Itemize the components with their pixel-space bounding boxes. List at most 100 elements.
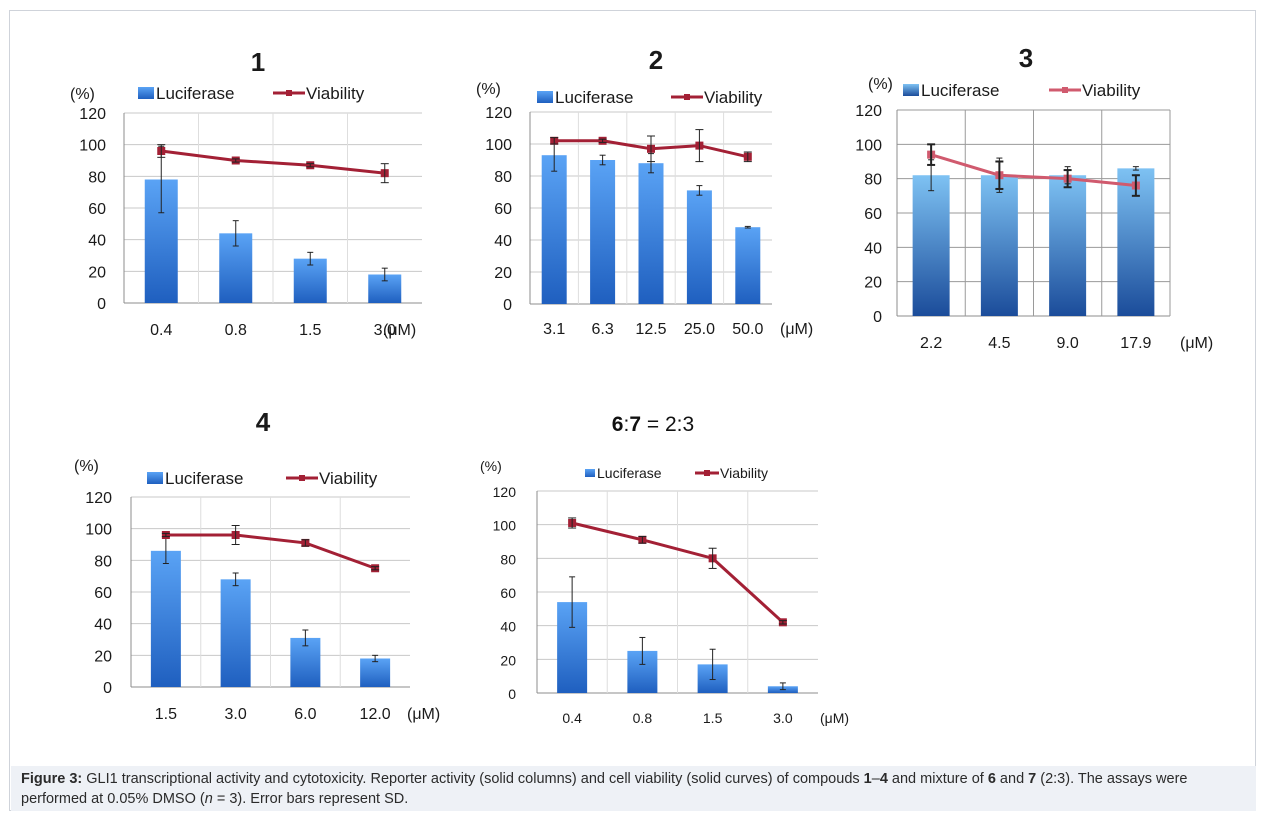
chart-4-bar bbox=[220, 579, 251, 687]
chart-3-y-tick-label: 80 bbox=[864, 172, 882, 189]
chart-4-y-tick-label: 100 bbox=[85, 522, 112, 539]
chart-3-y-tick-label: 120 bbox=[855, 103, 882, 120]
chart-1-legend-line-marker bbox=[286, 90, 292, 96]
chart-3-legend-bar-label: Luciferase bbox=[921, 81, 999, 100]
figure-panel: 1 (%) Luciferase Viability 0 20 40 60 80 100 120 0.… bbox=[9, 10, 1256, 811]
chart-4-y-tick-label: 20 bbox=[94, 648, 112, 665]
chart-5-y-tick-label: 0 bbox=[508, 686, 516, 702]
caption-dash: – bbox=[871, 771, 880, 787]
chart-5-y-tick-label: 40 bbox=[500, 619, 516, 635]
chart-1-legend-bar-swatch bbox=[138, 87, 154, 99]
chart-1-viability-line bbox=[161, 149, 385, 175]
chart-5-x-tick-label: 3.0 bbox=[773, 710, 793, 726]
chart-3-bar bbox=[1049, 175, 1087, 316]
chart-2-y-unit: (%) bbox=[476, 81, 501, 98]
chart-5-legend-line-marker bbox=[704, 470, 710, 476]
chart-2-x-tick-label: 25.0 bbox=[684, 321, 715, 338]
chart-4-x-tick-label: 1.5 bbox=[155, 706, 177, 723]
chart-2-legend-bar-label: Luciferase bbox=[555, 88, 633, 107]
chart-5-y-tick-label: 100 bbox=[493, 518, 517, 534]
chart-4-y-tick-label: 60 bbox=[94, 585, 112, 602]
chart-2-bar bbox=[638, 163, 664, 304]
chart-5-y-tick-label: 20 bbox=[500, 652, 516, 668]
chart-3-bar bbox=[912, 175, 950, 316]
chart-4-legend-line-marker bbox=[299, 475, 305, 481]
caption-compound-4: 4 bbox=[879, 771, 888, 787]
caption-text-1: GLI1 transcriptional activity and cytoto… bbox=[82, 771, 864, 787]
chart-1-x-tick-label: 0.4 bbox=[150, 322, 172, 339]
caption-compound-1: 1 bbox=[863, 771, 872, 787]
chart-2-bar bbox=[590, 160, 616, 304]
chart-5-x-tick-label: 0.4 bbox=[562, 710, 582, 726]
chart-2-title: 2 bbox=[649, 45, 663, 75]
chart-5-x-unit: (μM) bbox=[820, 710, 849, 726]
chart-2-bar bbox=[735, 227, 761, 304]
chart-4-legend-line-label: Viability bbox=[319, 469, 378, 488]
chart-3-y-tick-label: 40 bbox=[864, 240, 882, 257]
chart-3-legend-bar-swatch bbox=[903, 84, 919, 96]
chart-3-x-tick-label: 2.2 bbox=[920, 335, 942, 352]
chart-2-x-tick-label: 6.3 bbox=[591, 321, 613, 338]
chart-2-legend-line-marker bbox=[684, 94, 690, 100]
chart-5-viability-line bbox=[571, 521, 784, 624]
chart-1-x-tick-label: 3.0 bbox=[374, 322, 396, 339]
chart-4-bar bbox=[150, 550, 181, 687]
chart-4-bar bbox=[360, 658, 391, 687]
chart-1-x-tick-label: 1.5 bbox=[299, 322, 321, 339]
chart-1-x-tick-label: 0.8 bbox=[225, 322, 247, 339]
chart-1-y-tick-label: 40 bbox=[88, 233, 106, 250]
chart-1-y-tick-label: 60 bbox=[88, 201, 106, 218]
chart-1-y-tick-label: 80 bbox=[88, 169, 106, 186]
chart-1-legend-bar-label: Luciferase bbox=[156, 84, 234, 103]
chart-2-bar bbox=[686, 190, 712, 304]
chart-1-bar bbox=[293, 258, 327, 303]
chart-3-y-tick-label: 20 bbox=[864, 275, 882, 292]
chart-5-title: 6:7 = 2:3 bbox=[612, 413, 694, 436]
chart-2-legend-bar-swatch bbox=[537, 91, 553, 103]
chart-2-x-unit: (μM) bbox=[780, 321, 813, 338]
chart-5-y-unit: (%) bbox=[480, 458, 502, 474]
chart-2-x-tick-label: 3.1 bbox=[543, 321, 565, 338]
chart-4-viability-line bbox=[165, 533, 376, 570]
chart-5-legend-bar-swatch bbox=[585, 469, 595, 477]
chart-3-y-tick-label: 60 bbox=[864, 206, 882, 223]
chart-4-y-tick-label: 0 bbox=[103, 680, 112, 697]
chart-1-y-tick-label: 120 bbox=[79, 106, 106, 123]
chart-3-y-unit: (%) bbox=[868, 76, 893, 93]
caption-text-2: and mixture of bbox=[887, 771, 988, 787]
chart-3-y-tick-label: 100 bbox=[855, 137, 882, 154]
chart-5-legend-bar-label: Luciferase bbox=[597, 465, 662, 481]
chart-1-legend-line-label: Viability bbox=[306, 84, 365, 103]
chart-4-y-tick-label: 80 bbox=[94, 553, 112, 570]
chart-3-legend-line-label: Viability bbox=[1082, 81, 1141, 100]
chart-5-y-tick-label: 120 bbox=[493, 484, 517, 500]
chart-4-x-tick-label: 12.0 bbox=[360, 706, 391, 723]
chart-1-y-tick-label: 0 bbox=[97, 296, 106, 313]
chart-4-legend-bar-label: Luciferase bbox=[165, 469, 243, 488]
figure-caption: Figure 3: GLI1 transcriptional activity … bbox=[11, 766, 1256, 811]
chart-1-y-unit: (%) bbox=[70, 86, 95, 103]
chart-1-y-tick-label: 100 bbox=[79, 138, 106, 155]
chart-4-x-tick-label: 6.0 bbox=[294, 706, 316, 723]
chart-2-y-tick-label: 60 bbox=[494, 201, 512, 218]
chart-5-y-tick-label: 60 bbox=[500, 585, 516, 601]
chart-1-x-unit: (μM) bbox=[383, 322, 416, 339]
chart-2-y-tick-label: 80 bbox=[494, 169, 512, 186]
chart-1-title: 1 bbox=[251, 47, 265, 77]
chart-3-x-tick-label: 9.0 bbox=[1057, 335, 1079, 352]
chart-3-x-tick-label: 17.9 bbox=[1120, 335, 1151, 352]
caption-compound-6: 6 bbox=[987, 771, 996, 787]
chart-2-y-tick-label: 40 bbox=[494, 233, 512, 250]
chart-4-y-unit: (%) bbox=[74, 458, 99, 475]
chart-2-legend-line-label: Viability bbox=[704, 88, 763, 107]
chart-2-y-tick-label: 120 bbox=[485, 105, 512, 122]
chart-2-y-tick-label: 100 bbox=[485, 137, 512, 154]
chart-2-y-tick-label: 0 bbox=[503, 297, 512, 314]
chart-4-y-tick-label: 40 bbox=[94, 617, 112, 634]
caption-text-4: = 3). Error bars represent SD. bbox=[212, 791, 409, 807]
chart-3-x-tick-label: 4.5 bbox=[988, 335, 1010, 352]
chart-3-title: 3 bbox=[1019, 43, 1033, 73]
caption-label: Figure 3: bbox=[21, 771, 83, 787]
chart-3-y-tick-label: 0 bbox=[873, 309, 882, 326]
chart-5-legend-line-label: Viability bbox=[720, 465, 768, 481]
